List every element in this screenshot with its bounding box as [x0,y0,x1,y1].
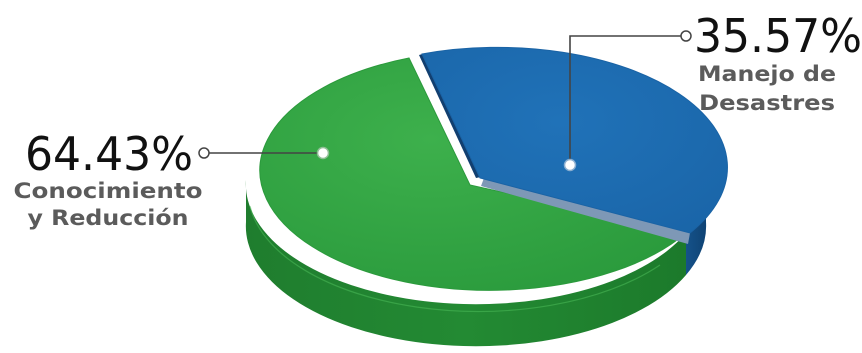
data-label-name-manejo-line2: Desastres [699,91,835,115]
pie-slice-side-conocimiento [245,180,686,347]
pie-slice-conocimiento [259,57,688,291]
data-label-name-manejo-line1: Manejo de [698,62,836,86]
data-point-marker-manejo [563,158,577,172]
leader-marker-conocimiento-outer [198,147,210,159]
leader-marker-manejo-outer [680,30,692,42]
pie-rim-highlight [249,205,661,312]
data-label-value-manejo: 35.57% [694,9,862,63]
data-label-name-conocimiento-line1: Conocimiento [14,179,203,203]
data-label-name-conocimiento-line2: y Reducción [28,206,189,230]
pie-slice-manejo [421,46,728,234]
data-label-value-conocimiento: 64.43% [25,127,193,181]
leader-line-manejo [569,35,681,165]
data-point-marker-conocimiento [316,146,330,160]
pie-slice-edge-manejo-lower [481,178,690,244]
